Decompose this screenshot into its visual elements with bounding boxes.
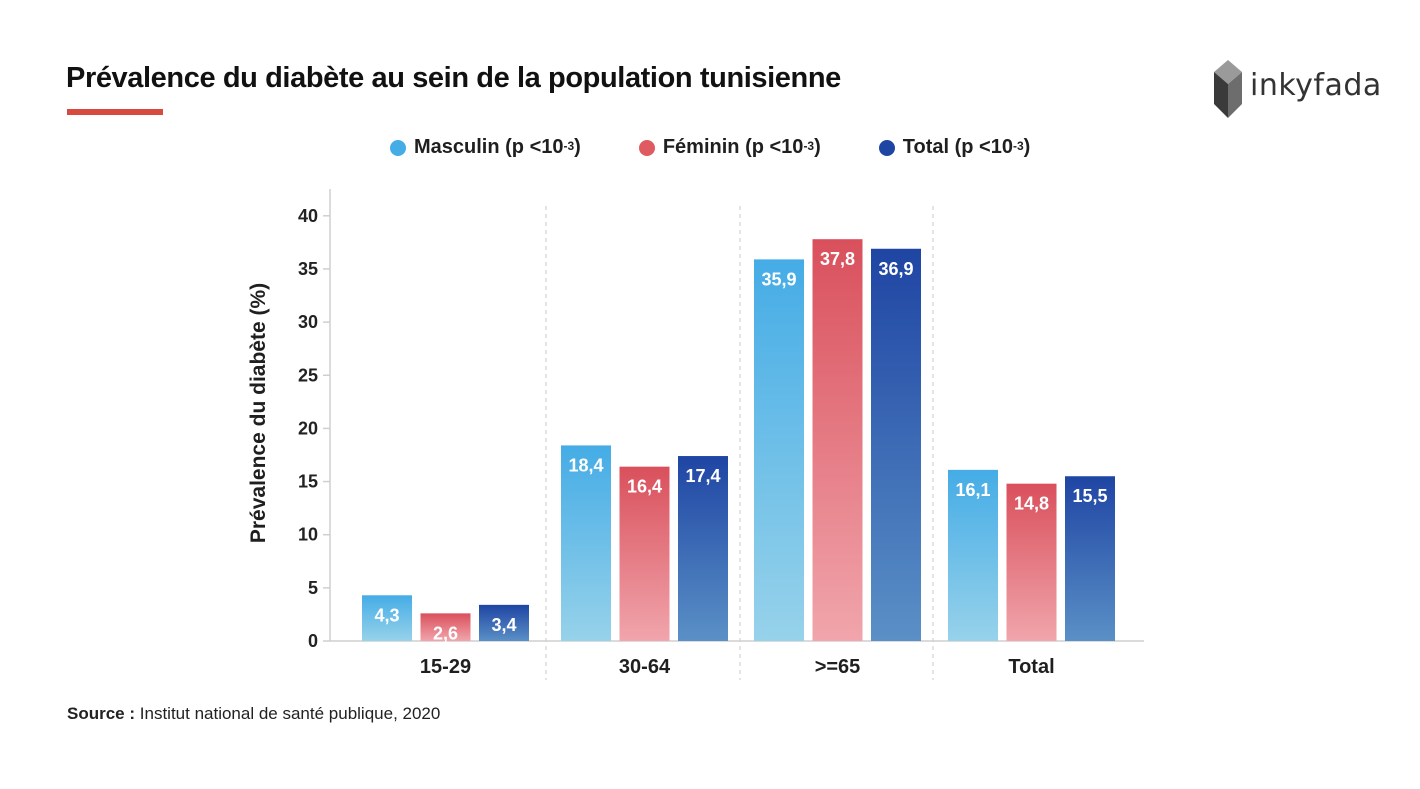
y-tick-label: 25 <box>298 365 318 385</box>
legend-label-feminin: Féminin (p <10 <box>662 136 804 158</box>
legend-sup-total: -3 <box>1013 138 1024 153</box>
legend-suffix-total: ) <box>1023 136 1031 158</box>
bar-value-label: 16,1 <box>955 480 990 500</box>
y-tick-label: 5 <box>308 578 318 598</box>
bar-value-label: 15,5 <box>1072 486 1107 506</box>
bar-masculin <box>561 445 611 641</box>
legend-item-masculin: Masculin (p <10 -3) <box>390 136 581 159</box>
bar-masculin <box>362 595 412 641</box>
source-note: Source : Institut national de santé publ… <box>67 704 440 724</box>
legend-label-total: Total (p <10 <box>902 136 1013 158</box>
legend-dot-masculin <box>390 139 406 156</box>
y-tick-label: 35 <box>298 259 318 279</box>
bar-value-label: 36,9 <box>878 259 913 279</box>
bar-chart: Prévalence du diabète (%) 0 5 10 15 20 25 30 35… <box>247 189 1144 680</box>
bar-feminin <box>420 613 471 641</box>
y-tick-label: 30 <box>298 312 318 332</box>
bar-total <box>479 604 529 641</box>
x-category-label: >=65 <box>815 656 861 678</box>
logo-text: inkyfada <box>1250 68 1382 103</box>
legend-dot-feminin <box>638 139 655 156</box>
bar-total <box>678 456 728 641</box>
inkyfada-logo: inkyfada <box>1214 60 1381 118</box>
title-underline <box>67 109 163 115</box>
y-tick-label: 15 <box>298 472 318 492</box>
x-category-label: 30-64 <box>619 656 671 678</box>
legend-dot-total <box>878 139 895 156</box>
x-category-label: 15-29 <box>420 656 471 678</box>
legend-suffix-feminin: ) <box>814 136 821 158</box>
legend-sup-masculin: -3 <box>563 138 575 153</box>
bar-feminin <box>1006 483 1057 641</box>
bar-value-label: 3,4 <box>491 615 516 635</box>
bar-feminin <box>812 239 863 641</box>
bar-total <box>1065 476 1115 641</box>
bar-value-label: 37,8 <box>820 249 855 269</box>
bar-masculin <box>754 259 804 641</box>
bar-feminin <box>619 466 670 641</box>
bar-value-label: 35,9 <box>761 269 796 289</box>
y-tick-label: 0 <box>308 631 318 651</box>
bar-value-label: 16,4 <box>627 477 662 497</box>
bar-masculin <box>948 469 998 641</box>
x-category-label: Total <box>1008 656 1054 678</box>
bar-value-label: 14,8 <box>1014 494 1049 514</box>
y-tick-label: 40 <box>298 206 318 226</box>
bar-total <box>871 248 921 642</box>
chart-title: Prévalence du diabète au sein de la popu… <box>66 62 841 94</box>
legend-suffix-masculin: ) <box>574 136 581 158</box>
legend-label-masculin: Masculin (p <10 <box>414 136 564 158</box>
bar-value-label: 4,3 <box>374 605 399 625</box>
bar-value-label: 2,6 <box>433 623 458 643</box>
bar-value-label: 18,4 <box>568 455 603 475</box>
legend-item-total: Total (p <10 -3) <box>878 136 1031 159</box>
y-tick-label: 10 <box>298 525 318 545</box>
source-label: Source : <box>67 704 136 723</box>
legend: Masculin (p <10 -3) Féminin (p <10 -3) Tot… <box>390 136 1088 159</box>
y-axis-title: Prévalence du diabète (%) <box>247 283 270 543</box>
y-tick-label: 20 <box>298 418 318 438</box>
legend-sup-feminin: -3 <box>803 138 815 153</box>
legend-item-feminin: Féminin (p <10 -3) <box>638 136 821 159</box>
bar-value-label: 17,4 <box>685 466 720 486</box>
logo-icon <box>1214 60 1242 118</box>
source-text: Institut national de santé publique, 202… <box>139 704 441 723</box>
